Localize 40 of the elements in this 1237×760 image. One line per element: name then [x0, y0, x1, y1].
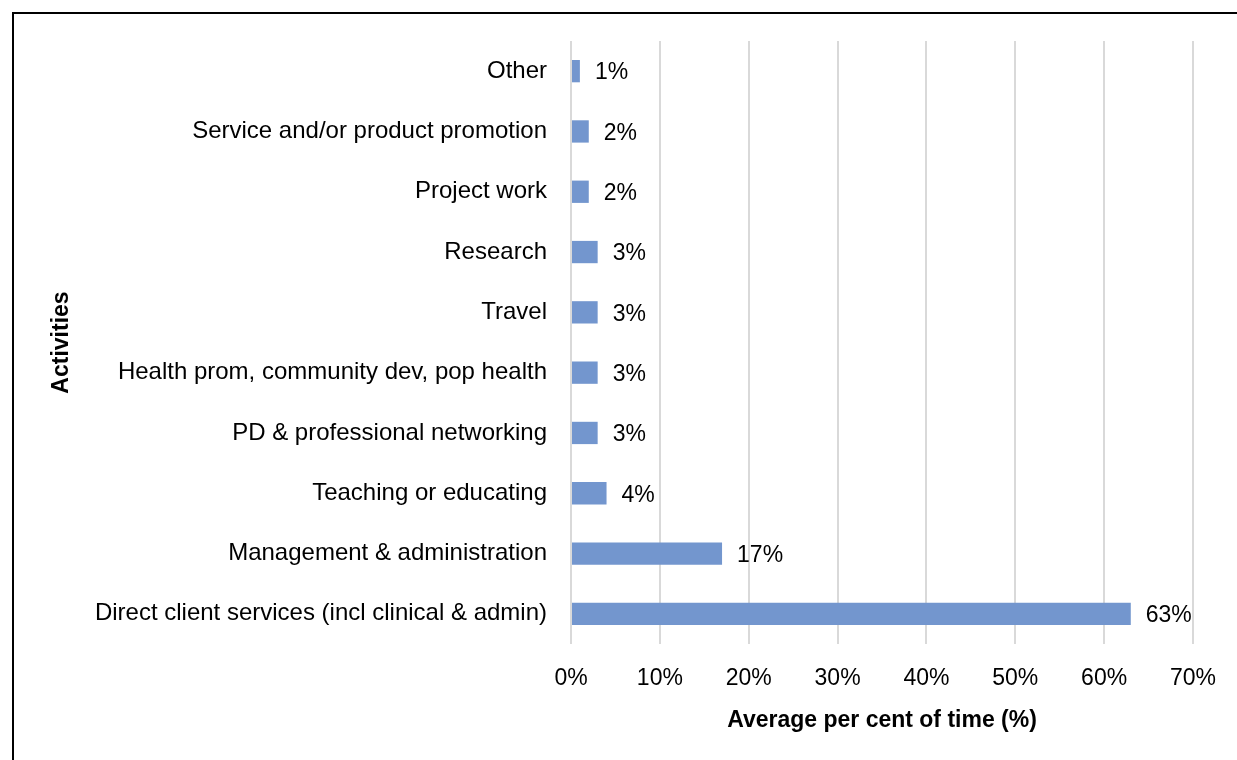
x-tick-label: 50%	[992, 664, 1039, 691]
data-label: 17%	[737, 540, 784, 567]
bar	[572, 361, 598, 384]
bar	[572, 542, 723, 565]
data-label: 3%	[612, 420, 646, 447]
y-tick-label: Service and/or product promotion	[192, 116, 547, 144]
bar	[572, 240, 598, 264]
y-tick-label: Other	[486, 55, 547, 83]
bar	[572, 301, 598, 324]
bar	[572, 180, 589, 203]
data-label: 2%	[603, 118, 638, 145]
data-label: 2%	[603, 179, 638, 206]
y-tick-label: PD & professional networking	[232, 417, 547, 445]
x-tick-label: 0%	[554, 664, 588, 691]
y-tick-label: Project work	[414, 176, 548, 204]
data-label: 3%	[612, 239, 646, 266]
x-tick-label: 60%	[1081, 664, 1128, 691]
y-tick-label: Management & administration	[228, 538, 547, 566]
y-tick-label: Direct client services (incl clinical & admin)	[94, 598, 547, 626]
x-axis-title: Average per cent of time (%)	[727, 705, 1037, 732]
data-label: 1%	[594, 58, 629, 85]
bar	[572, 120, 589, 143]
bar	[572, 60, 580, 83]
x-tick-label: 30%	[814, 664, 861, 691]
bar	[572, 602, 1131, 626]
x-tick-label: 10%	[636, 664, 683, 691]
data-label: 4%	[621, 480, 655, 507]
y-tick-label: Teaching or educating	[312, 477, 547, 505]
y-axis-title: Activities	[47, 291, 74, 394]
y-tick-label: Health prom, community dev, pop health	[117, 357, 547, 385]
x-tick-label: 20%	[725, 664, 772, 691]
x-tick-label: 70%	[1169, 664, 1217, 691]
data-label: 63%	[1145, 601, 1192, 628]
data-label: 3%	[612, 359, 646, 386]
data-label: 3%	[612, 299, 646, 326]
y-tick-label: Travel	[481, 296, 547, 324]
bar	[572, 421, 598, 445]
x-tick-label: 40%	[903, 664, 950, 691]
y-tick-label: Research	[444, 236, 547, 264]
bar	[572, 482, 607, 505]
